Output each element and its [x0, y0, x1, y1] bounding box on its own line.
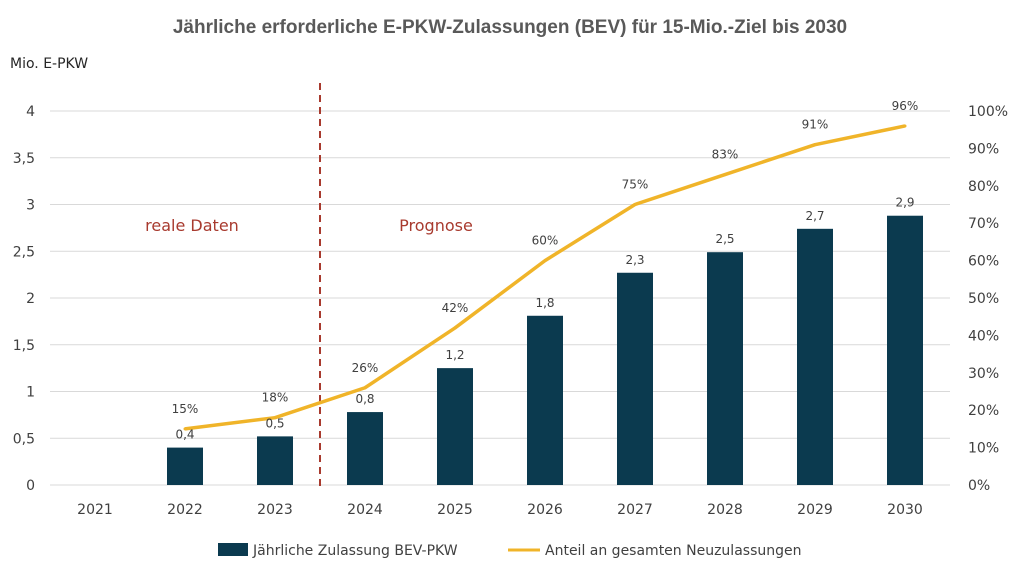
y2-tick-label: 0% [968, 478, 990, 494]
chart-title: Jährliche erforderliche E-PKW-Zulassunge… [173, 17, 847, 38]
legend-swatch-bars [218, 543, 248, 556]
y2-tick-label: 80% [968, 179, 999, 195]
x-tick-label: 2025 [437, 502, 473, 518]
y-tick-label: 0 [26, 478, 35, 494]
x-tick-label: 2027 [617, 502, 653, 518]
line-value-label: 26% [352, 361, 379, 375]
bar-value-label: 0,4 [175, 428, 194, 442]
y-tick-label: 3 [26, 198, 35, 214]
bar [617, 272, 653, 485]
bar [257, 436, 293, 485]
y2-tick-label: 90% [968, 141, 999, 157]
annotation-forecast: Prognose [399, 216, 473, 235]
line-value-label: 83% [712, 148, 739, 162]
bar-value-label: 2,3 [625, 253, 644, 267]
line-value-label: 18% [262, 391, 289, 405]
y2-tick-label: 40% [968, 328, 999, 344]
legend: Jährliche Zulassung BEV-PKW Anteil an ge… [218, 543, 801, 559]
y-tick-label: 4 [26, 104, 35, 120]
y-tick-label: 1,5 [13, 338, 35, 354]
y-tick-label: 3,5 [13, 151, 35, 167]
bar [437, 368, 473, 485]
annotation-real-data: reale Daten [145, 216, 239, 235]
x-tick-label: 2028 [707, 502, 743, 518]
x-tick-label: 2030 [887, 502, 923, 518]
data-labels: 0,4 0,5 0,8 1,2 1,8 2,3 2,5 2,7 2,9 15% 18% 26% 42% 6… [172, 99, 919, 442]
x-tick-label: 2022 [167, 502, 203, 518]
y2-tick-label: 10% [968, 441, 999, 457]
y2-tick-label: 30% [968, 366, 999, 382]
bar [167, 447, 203, 485]
line-point [363, 386, 367, 390]
line-point [813, 143, 817, 147]
line-point [183, 427, 187, 431]
line-value-label: 91% [802, 118, 829, 132]
line-point [453, 326, 457, 330]
y2-tick-label: 60% [968, 254, 999, 270]
axes: 00,511,522,533,540%10%20%30%40%50%60%70%… [13, 104, 1008, 518]
y2-tick-label: 100% [968, 104, 1008, 120]
line-value-label: 75% [622, 178, 649, 192]
line-point [633, 203, 637, 206]
legend-label-bars: Jährliche Zulassung BEV-PKW [252, 543, 458, 559]
bar-value-label: 2,5 [715, 232, 734, 246]
y-tick-label: 0,5 [13, 431, 35, 447]
line-value-label: 60% [532, 234, 559, 248]
y-tick-label: 2 [26, 291, 35, 307]
y2-tick-label: 50% [968, 291, 999, 307]
bar-value-label: 1,8 [535, 296, 554, 310]
line-series [183, 124, 907, 431]
bar [707, 252, 743, 485]
bar [887, 215, 923, 485]
bar [527, 315, 563, 485]
gridlines [50, 110, 950, 486]
y-axis-label: Mio. E-PKW [10, 56, 88, 72]
bar-value-label: 0,5 [265, 416, 284, 430]
y-tick-label: 1 [26, 385, 35, 401]
y2-tick-label: 70% [968, 216, 999, 232]
y2-tick-label: 20% [968, 403, 999, 419]
line-point [903, 124, 907, 128]
bar-value-label: 0,8 [355, 392, 374, 406]
bar-value-label: 1,2 [445, 348, 464, 362]
bar-series [167, 215, 923, 485]
legend-label-line: Anteil an gesamten Neuzulassungen [545, 543, 801, 559]
bar [797, 228, 833, 485]
bar [347, 412, 383, 485]
line-point [543, 259, 547, 263]
line-value-label: 15% [172, 402, 199, 416]
x-tick-label: 2024 [347, 502, 383, 518]
line-value-label: 42% [442, 301, 469, 315]
bar-value-label: 2,7 [805, 209, 824, 223]
line-point [273, 416, 277, 420]
bar-value-label: 2,9 [895, 196, 914, 210]
line-value-label: 96% [892, 99, 919, 113]
x-tick-label: 2029 [797, 502, 833, 518]
x-tick-label: 2021 [77, 502, 113, 518]
y-tick-label: 2,5 [13, 244, 35, 260]
line-point [723, 173, 727, 177]
x-tick-label: 2023 [257, 502, 293, 518]
x-tick-label: 2026 [527, 502, 563, 518]
